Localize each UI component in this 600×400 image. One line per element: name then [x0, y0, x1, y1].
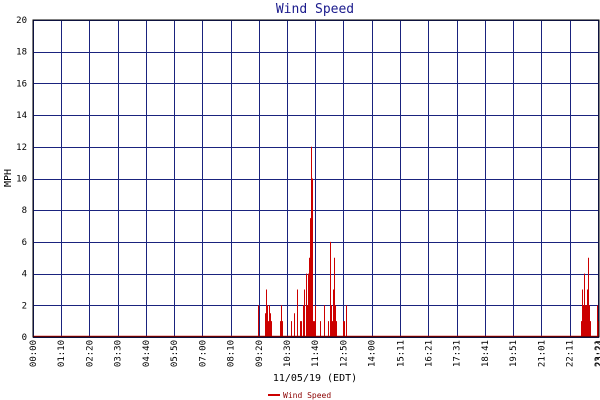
series-layer: [33, 146, 599, 338]
y-tick-label: 12: [16, 143, 27, 153]
x-tick-label: 09:20: [255, 340, 265, 367]
x-tick-label: 03:30: [114, 340, 124, 367]
y-tick-label: 8: [22, 206, 27, 216]
x-tick-label: 10:30: [283, 340, 293, 367]
x-tick-label: 05:50: [170, 340, 180, 367]
y-tick-label: 0: [22, 333, 27, 343]
y-tick-label: 6: [22, 238, 27, 248]
y-tick-label: 2: [22, 301, 27, 311]
x-axis-label: 11/05/19 (EDT): [273, 373, 357, 384]
x-tick-label: 23:21: [594, 340, 600, 367]
y-tick-label: 4: [22, 270, 27, 280]
chart-title: Wind Speed: [276, 2, 354, 17]
y-tick-labels: 0 2 4 6 8 10 12 14 16 18 20: [16, 16, 27, 343]
legend-label: Wind Speed: [283, 391, 331, 400]
y-tick-label: 20: [16, 16, 27, 26]
x-tick-label: 16:21: [424, 340, 434, 367]
y-tick-label: 18: [16, 48, 27, 58]
x-tick-label: 08:10: [227, 340, 237, 367]
x-tick-label: 04:40: [142, 340, 152, 367]
x-tick-label: 15:11: [396, 340, 406, 367]
x-tick-labels: 00:00 01:10 02:20 03:30 04:40 05:50 07:00 08:10…: [29, 340, 600, 367]
y-tick-label: 14: [16, 111, 27, 121]
x-tick-label: 12:50: [339, 340, 349, 367]
x-tick-label: 18:41: [481, 340, 491, 367]
x-tick-label: 07:00: [198, 340, 208, 367]
y-tick-label: 16: [16, 79, 27, 89]
x-tick-label: 00:00: [29, 340, 39, 367]
x-tick-label: 23:24: [595, 340, 600, 367]
x-tick-label: 14:00: [368, 340, 378, 367]
x-tick-label: 17:31: [453, 340, 463, 367]
x-tick-label: 19:51: [509, 340, 519, 367]
x-tick-label: 01:10: [57, 340, 67, 367]
y-axis-label: MPH: [3, 169, 14, 187]
x-tick-label: 22:11: [566, 340, 576, 367]
legend: Wind Speed: [268, 391, 331, 400]
plot-frame: [32, 19, 600, 338]
x-tick-label: 11:40: [311, 340, 321, 367]
x-tick-label: 21:01: [537, 340, 547, 367]
x-tick-label: 02:20: [85, 340, 95, 367]
y-tick-label: 10: [16, 175, 27, 185]
